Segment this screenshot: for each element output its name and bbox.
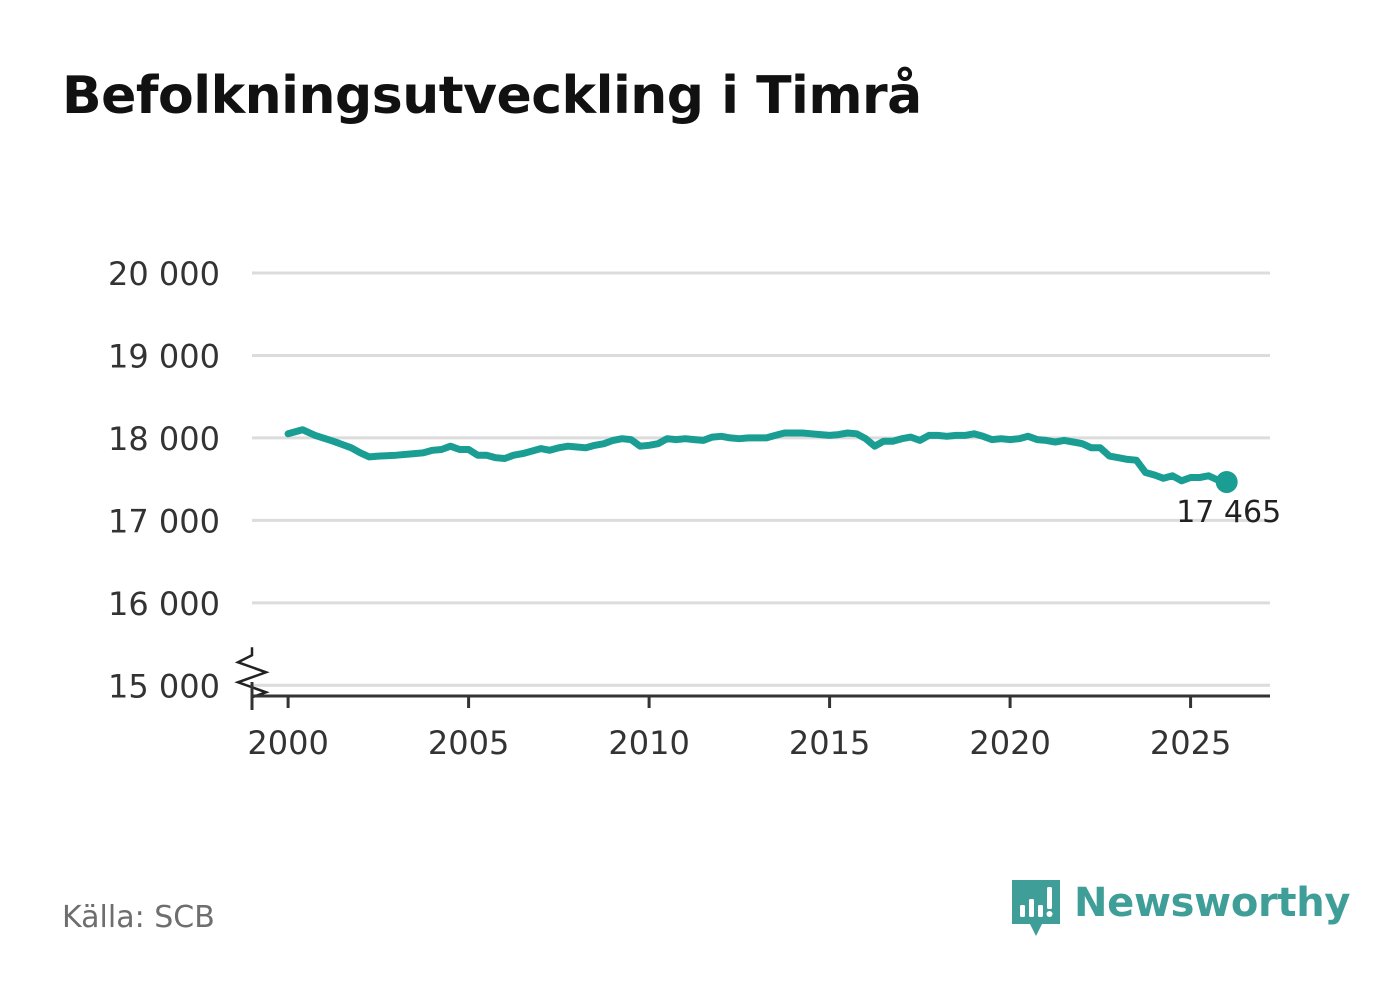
x-tick-label: 2000 xyxy=(247,724,328,762)
x-axis xyxy=(234,647,1270,710)
y-axis-tick-labels: 15 000 16 000 17 000 18 000 19 000 20 000 xyxy=(108,255,220,705)
y-tick-label: 19 000 xyxy=(108,337,220,375)
y-tick-label: 20 000 xyxy=(108,255,220,293)
series-layer xyxy=(284,426,1231,486)
end-point-marker xyxy=(1215,471,1238,494)
end-value-label: 17 465 xyxy=(1176,495,1281,530)
y-axis-break xyxy=(234,647,270,699)
end-annotation: 17 465 xyxy=(1176,471,1281,530)
y-tick-label: 16 000 xyxy=(108,585,220,623)
newsworthy-logo-icon xyxy=(1012,880,1060,936)
x-tick-label: 2015 xyxy=(789,724,870,762)
x-tick-label: 2025 xyxy=(1150,724,1231,762)
series-line-0 xyxy=(284,426,1231,486)
brand-name: Newsworthy xyxy=(1074,880,1351,926)
y-tick-label: 15 000 xyxy=(108,667,220,705)
x-tick-label: 2020 xyxy=(969,724,1050,762)
x-axis-tick-labels: 2000 2005 2010 2015 2020 2025 xyxy=(247,724,1231,762)
y-tick-label: 17 000 xyxy=(108,502,220,540)
brand-logo: Newsworthy xyxy=(1010,878,1351,940)
x-tick-label: 2005 xyxy=(428,724,509,762)
chart-title: Befolkningsutveckling i Timrå xyxy=(62,66,922,126)
y-tick-label: 18 000 xyxy=(108,420,220,458)
gridlines xyxy=(252,271,1270,687)
x-tick-label: 2010 xyxy=(608,724,689,762)
source-text: Källa: SCB xyxy=(62,900,215,935)
